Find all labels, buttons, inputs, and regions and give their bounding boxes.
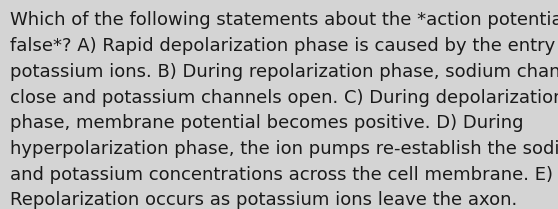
Text: Repolarization occurs as potassium ions leave the axon.: Repolarization occurs as potassium ions … bbox=[10, 191, 517, 209]
Text: and potassium concentrations across the cell membrane. E): and potassium concentrations across the … bbox=[10, 166, 553, 184]
Text: hyperpolarization phase, the ion pumps re-establish the sodium: hyperpolarization phase, the ion pumps r… bbox=[10, 140, 558, 158]
Text: potassium ions. B) During repolarization phase, sodium channels: potassium ions. B) During repolarization… bbox=[10, 63, 558, 81]
Text: close and potassium channels open. C) During depolarization: close and potassium channels open. C) Du… bbox=[10, 89, 558, 107]
Text: Which of the following statements about the *action potential is: Which of the following statements about … bbox=[10, 11, 558, 29]
Text: false*? A) Rapid depolarization phase is caused by the entry of: false*? A) Rapid depolarization phase is… bbox=[10, 37, 558, 55]
Text: phase, membrane potential becomes positive. D) During: phase, membrane potential becomes positi… bbox=[10, 114, 523, 132]
